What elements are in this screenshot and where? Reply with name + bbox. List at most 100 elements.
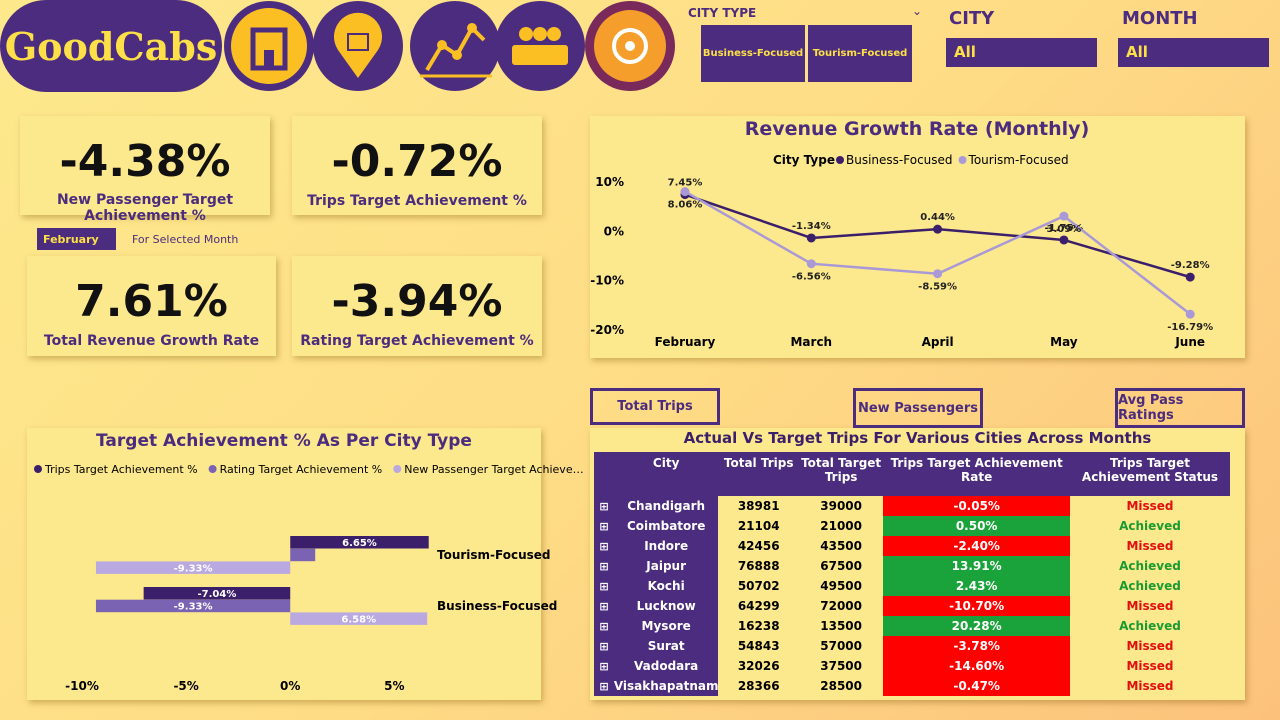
- kpi-card: -4.38% New Passenger Target Achievement %: [20, 116, 270, 224]
- header-cell: [594, 452, 614, 496]
- filter-button[interactable]: Business-Focused: [701, 25, 805, 82]
- header-cell: Total Trips: [723, 456, 794, 470]
- data-label: 6.65%: [342, 538, 377, 549]
- expand-cell: ⊞: [594, 516, 614, 536]
- kpi-value: -3.94%: [331, 276, 503, 327]
- header-cell: Trips Target Achievement Status: [1081, 456, 1219, 484]
- category-label: Tourism-Focused: [437, 548, 551, 562]
- x-tick-label: May: [1050, 335, 1078, 349]
- y-tick-label: 10%: [595, 175, 624, 189]
- legend-marker: [208, 465, 217, 473]
- cell: 0.50%: [883, 516, 1070, 536]
- expand-cell: ⊞: [594, 636, 614, 656]
- y-tick-label: -10%: [590, 274, 624, 288]
- cell: Lucknow: [613, 596, 719, 616]
- kpi-label: Trips Target Achievement %: [307, 193, 527, 209]
- cell: Visakhapatnam: [613, 676, 719, 696]
- toggle-button[interactable]: Avg Pass Ratings: [1115, 388, 1245, 428]
- header-row: City Total Trips Total Target Trips Trips T…: [594, 452, 1230, 496]
- data-label: 8.06%: [668, 200, 703, 211]
- cell: Kochi: [613, 576, 719, 596]
- cell: 37500: [820, 659, 862, 673]
- cell: 32026: [737, 659, 780, 673]
- category-label: Business-Focused: [437, 599, 557, 613]
- cell: Indore: [613, 536, 719, 556]
- kpi-label: New Passenger Target Achievement %: [56, 192, 234, 224]
- data-label: 7.45%: [668, 178, 703, 189]
- cell: -3.78%: [883, 636, 1070, 656]
- data-label: -9.33%: [174, 602, 213, 613]
- cell: Achieved: [1119, 559, 1181, 573]
- dropdown[interactable]: All: [1118, 38, 1269, 67]
- x-tick-label: April: [922, 335, 954, 349]
- cell: -0.47%: [883, 676, 1070, 696]
- row: ⊞ Indore 42456 43500 -2.40% Missed: [594, 536, 1230, 556]
- dropdown-value: All: [954, 43, 976, 61]
- cell: Missed: [1126, 659, 1174, 673]
- cell: -14.60%: [883, 656, 1070, 676]
- bar: [143, 587, 291, 600]
- city-icon[interactable]: [313, 1, 403, 91]
- cell: Achieved: [1119, 519, 1181, 533]
- home-icon[interactable]: [224, 1, 314, 91]
- target-icon[interactable]: [585, 1, 675, 91]
- x-tick-label: February: [655, 335, 716, 349]
- legend-label: New Passenger Target Achieve…: [404, 463, 583, 476]
- cell: 43500: [820, 539, 862, 553]
- cell: 50702: [737, 579, 780, 593]
- cell: Surat: [613, 636, 719, 656]
- bar: [95, 599, 291, 613]
- row: ⊞ Vadodara 32026 37500 -14.60% Missed: [594, 656, 1230, 676]
- trend-icon[interactable]: [410, 1, 500, 91]
- legend-marker: [958, 156, 967, 164]
- cell: 39000: [820, 499, 862, 513]
- chart-title: Revenue Growth Rate (Monthly): [745, 118, 1090, 140]
- cell: 13500: [820, 619, 862, 633]
- data-label: -9.33%: [174, 563, 213, 574]
- data-label: -6.56%: [792, 272, 831, 283]
- chart-title: Target Achievement % As Per City Type: [96, 431, 472, 451]
- dropdown[interactable]: All: [946, 38, 1097, 67]
- data-label: -8.59%: [918, 282, 957, 293]
- point: [1185, 309, 1195, 319]
- point: [806, 233, 816, 243]
- filter-label: CITY: [949, 8, 995, 29]
- x-tick-label: -10%: [65, 679, 99, 693]
- cell: Achieved: [1119, 579, 1181, 593]
- row: ⊞ Chandigarh 38981 39000 -0.05% Missed: [594, 496, 1230, 516]
- cell: 16238: [737, 619, 780, 633]
- y-tick-label: 0%: [604, 224, 624, 238]
- toggle-button[interactable]: New Passengers: [853, 388, 983, 428]
- legend-label: Business-Focused: [846, 153, 953, 167]
- x-tick-label: -5%: [173, 679, 198, 693]
- x-tick-label: 5%: [384, 679, 404, 693]
- chevron[interactable]: ⌄: [912, 4, 923, 18]
- legend-marker: [836, 156, 844, 164]
- row: ⊞ Mysore 16238 13500 20.28% Achieved: [594, 616, 1230, 636]
- logo[interactable]: GoodCabs: [0, 0, 222, 92]
- cell: 13.91%: [883, 556, 1070, 576]
- cell: Missed: [1126, 539, 1174, 553]
- cell: Mysore: [613, 616, 719, 636]
- cell: -10.70%: [883, 596, 1070, 616]
- nav-icons: [224, 1, 675, 91]
- cell: Achieved: [1119, 619, 1181, 633]
- point: [933, 224, 943, 234]
- expand-cell: ⊞: [594, 536, 614, 556]
- row: ⊞ Coimbatore 21104 21000 0.50% Achieved: [594, 516, 1230, 536]
- kpi-label: Rating Target Achievement %: [300, 333, 534, 349]
- legend-title: City Type: [773, 153, 835, 167]
- legend-label: Trips Target Achievement %: [44, 463, 198, 476]
- cell: 20.28%: [883, 616, 1070, 636]
- filter-button[interactable]: Tourism-Focused: [808, 25, 912, 82]
- kpi-card: 7.61% Total Revenue Growth Rate: [27, 256, 276, 356]
- cell: -2.40%: [883, 536, 1070, 556]
- expand-cell: ⊞: [594, 616, 614, 636]
- row: ⊞ Jaipur 76888 67500 13.91% Achieved: [594, 556, 1230, 576]
- toggle-button[interactable]: Total Trips: [590, 388, 720, 425]
- point: [1059, 235, 1069, 245]
- point: [1059, 211, 1069, 221]
- rating-icon[interactable]: [495, 1, 585, 91]
- month-dropdown[interactable]: February: [37, 228, 116, 250]
